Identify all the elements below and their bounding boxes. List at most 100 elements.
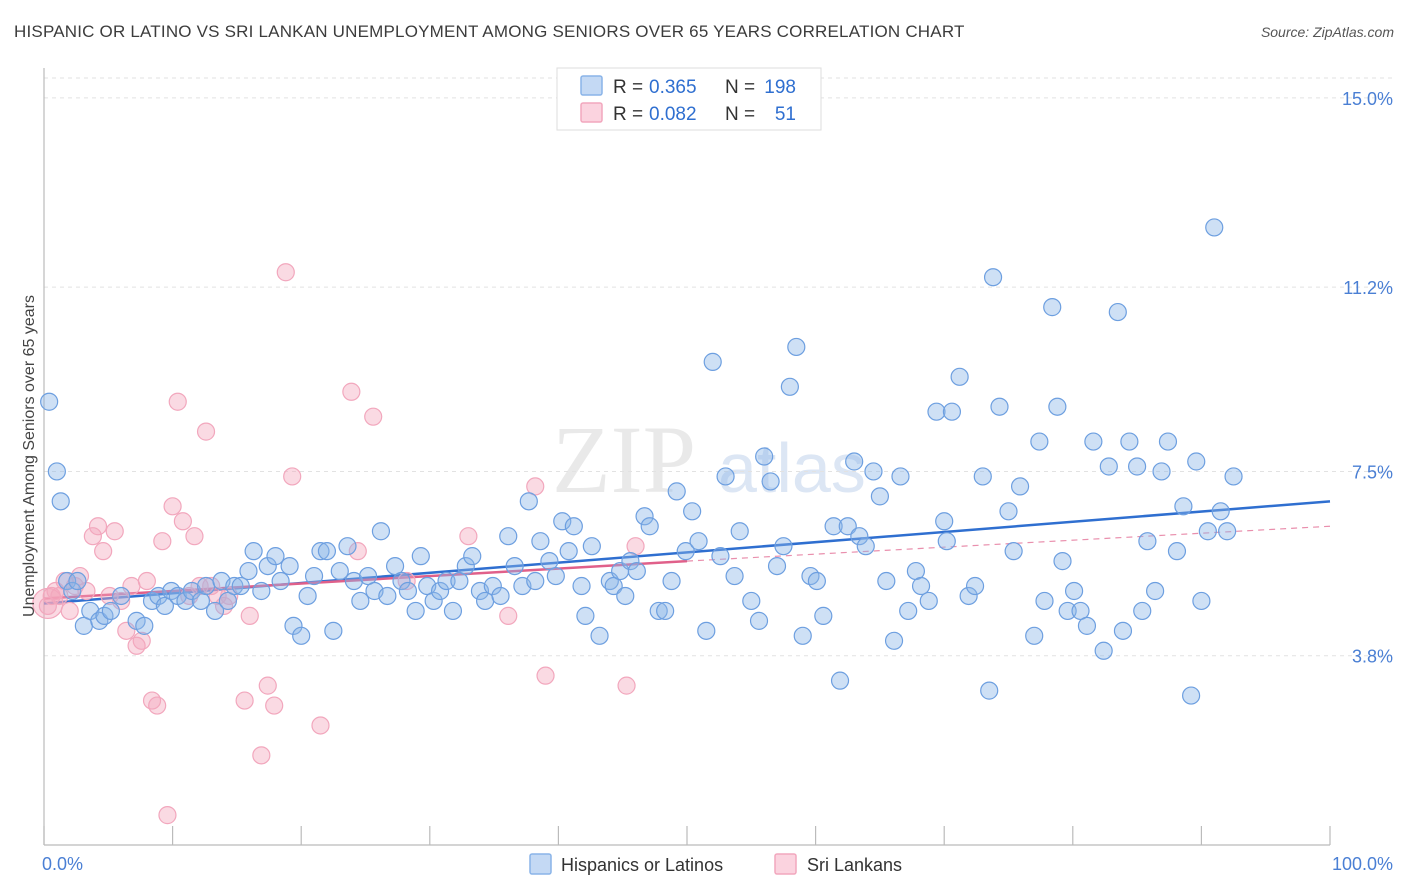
hispanics-point — [814, 606, 833, 625]
hispanics-point — [63, 581, 82, 601]
sri-lankans-point — [83, 527, 102, 546]
hispanics-point — [499, 527, 518, 546]
y-tick-label: 15.0% — [1342, 89, 1393, 109]
hispanics-point — [774, 537, 793, 556]
hispanics-point — [983, 268, 1003, 287]
hispanics-point — [68, 571, 87, 591]
hispanics-point — [1187, 452, 1206, 471]
hispanics-point — [58, 571, 77, 591]
data-points — [32, 218, 1243, 825]
hispanics-point — [1192, 591, 1211, 611]
hispanics-point — [519, 492, 538, 511]
hispanics-point — [683, 502, 702, 521]
hispanics-point — [576, 606, 595, 625]
hispanics-point — [51, 492, 70, 511]
sri-lankans-point — [252, 746, 271, 765]
hispanics-point — [564, 517, 583, 536]
hispanics-point — [1108, 302, 1127, 322]
hispanics-point — [1077, 616, 1097, 635]
sri-lankans-point — [617, 676, 636, 695]
hispanics-point — [505, 556, 524, 576]
hispanics-point — [112, 586, 131, 606]
hispanics-point — [1058, 601, 1077, 621]
hispanics-point — [1035, 591, 1054, 611]
hispanics-point — [351, 591, 370, 611]
hispanics-point — [398, 581, 418, 601]
hispanics-point — [990, 397, 1009, 416]
hispanics-point — [807, 571, 826, 591]
hispanics-point — [304, 566, 324, 586]
hispanics-point — [959, 586, 978, 606]
sri-lankans-point — [311, 716, 330, 735]
hispanics-point — [980, 681, 999, 700]
hispanics-point — [385, 556, 405, 576]
hispanics-point — [662, 571, 681, 591]
hispanics-point — [590, 626, 609, 645]
hispanics-point — [793, 626, 812, 645]
hispanics-point — [266, 547, 285, 566]
hispanics-point — [317, 542, 337, 561]
hispanics-point — [252, 581, 271, 601]
hispanics-point — [850, 527, 869, 546]
hispanics-point — [838, 517, 857, 536]
hispanics-point — [911, 576, 931, 596]
hispanics-point — [430, 581, 450, 601]
hispanics-point — [716, 467, 735, 486]
hispanics-point — [730, 522, 749, 541]
hispanics-point — [176, 591, 195, 611]
hispanics-point — [927, 402, 946, 421]
hispanics-point — [531, 532, 550, 551]
sri-lankans-point — [499, 606, 518, 625]
hispanics-point — [640, 517, 659, 536]
legend-label-sri-lankans: Sri Lankans — [807, 855, 902, 875]
hispanics-point — [371, 522, 391, 541]
hispanics-point — [90, 611, 109, 630]
x-tick-label-max: 100.0% — [1332, 854, 1393, 874]
hispanics-point — [780, 377, 799, 396]
hispanics-point — [271, 571, 290, 591]
watermark-atlas-text: atlas — [718, 429, 866, 507]
hispanics-point — [483, 576, 502, 596]
hispanics-point — [298, 586, 317, 606]
hispanics-point — [1146, 581, 1165, 601]
sri-lankans-point — [88, 517, 108, 536]
hispanics-point — [475, 591, 495, 611]
hispanics-point — [1064, 581, 1084, 601]
hispanics-point — [81, 601, 100, 621]
sri-lankans-point — [148, 696, 167, 715]
hispanics-point — [1138, 532, 1157, 551]
hispanics-point — [218, 591, 237, 611]
stats-n-value-2: 51 — [775, 104, 796, 125]
hispanics-point — [424, 591, 443, 611]
hispanics-point — [47, 462, 66, 481]
hispanics-point — [463, 547, 482, 566]
hispanics-point — [280, 556, 299, 576]
axes — [43, 68, 1331, 846]
hispanics-point — [845, 452, 864, 471]
hispanics-point — [742, 591, 761, 611]
hispanics-point — [338, 537, 357, 556]
hispanics-point — [899, 601, 918, 621]
watermark-zip-text: ZIP — [552, 406, 696, 513]
hispanics-point — [864, 462, 883, 481]
hispanics-point — [891, 467, 910, 486]
hispanics-point — [1004, 542, 1023, 561]
hispanics-point — [101, 601, 120, 621]
hispanics-point — [689, 532, 708, 551]
chart-title: HISPANIC OR LATINO VS SRI LANKAN UNEMPLO… — [14, 22, 965, 41]
hispanics-point — [244, 542, 263, 561]
hispanics-point — [1094, 641, 1113, 660]
hispanics-point — [950, 367, 969, 386]
hispanics-point — [406, 601, 425, 621]
sri-lankans-point — [235, 691, 254, 710]
hispanics-point — [870, 487, 890, 506]
y-tick-label: 3.8% — [1352, 647, 1393, 667]
hispanics-point — [627, 561, 646, 581]
hispanics-point — [1133, 601, 1152, 621]
hispanics-point — [919, 591, 938, 611]
hispanics-point — [761, 472, 780, 491]
hispanics-point — [1182, 686, 1201, 705]
hispanics-point — [540, 552, 559, 571]
hispanics-point — [935, 512, 954, 531]
hispanics-point — [942, 402, 962, 421]
